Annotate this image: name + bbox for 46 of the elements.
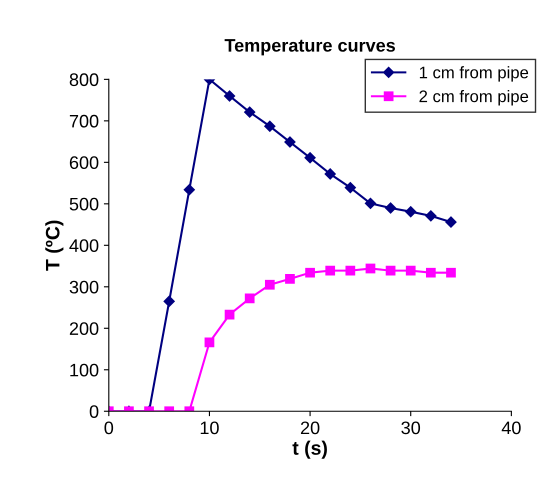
y-tick-label: 400 — [69, 239, 98, 252]
point — [384, 202, 396, 214]
point — [406, 266, 416, 276]
point — [305, 268, 315, 278]
point — [244, 106, 256, 118]
y-axis-title: T (ºC) — [45, 220, 64, 271]
chart-title: Temperature curves — [224, 39, 395, 56]
point — [446, 268, 456, 278]
point — [445, 216, 457, 228]
x-tick-label: 30 — [401, 421, 420, 434]
point — [184, 184, 195, 196]
y-tick-label: 600 — [70, 156, 98, 170]
point — [304, 152, 316, 164]
y-tick-label: 700 — [70, 114, 98, 128]
y-tick-label: 200 — [70, 322, 98, 336]
point — [224, 90, 236, 102]
point — [244, 294, 255, 304]
point — [325, 266, 336, 276]
x-axis-title: t (s) — [292, 440, 327, 459]
point — [324, 168, 336, 180]
point — [285, 274, 295, 284]
point — [264, 280, 275, 290]
point — [284, 136, 296, 148]
point — [425, 210, 436, 222]
point — [426, 268, 436, 278]
y-tick-label: 100 — [70, 364, 98, 376]
y-tick-label: 500 — [70, 198, 98, 211]
point — [386, 266, 396, 276]
point — [364, 198, 376, 210]
x-tick-label: 40 — [502, 421, 521, 434]
point — [345, 266, 356, 276]
point — [344, 182, 356, 194]
x-tick-label: 0 — [104, 421, 114, 434]
point — [224, 310, 234, 320]
point — [204, 338, 214, 348]
legend-label: 1 cm from pipe — [420, 66, 528, 82]
point — [405, 206, 416, 218]
point — [164, 296, 175, 307]
x-tick-label: 20 — [300, 421, 320, 434]
y-tick-label: 300 — [70, 280, 98, 294]
y-tick-label: 0 — [90, 405, 98, 418]
point — [264, 120, 276, 132]
point — [366, 264, 376, 274]
legend-label: 2 cm from pipe — [419, 90, 528, 106]
x-tick-label: 10 — [200, 421, 219, 434]
y-tick-label: 800 — [70, 73, 98, 86]
